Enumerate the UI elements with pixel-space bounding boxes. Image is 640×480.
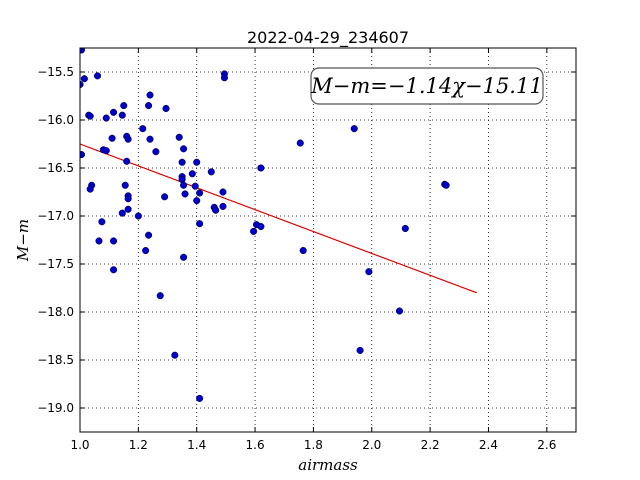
data-point — [196, 220, 204, 228]
plot-frame — [79, 47, 577, 433]
data-point — [139, 125, 147, 133]
data-point — [102, 114, 110, 122]
data-point — [145, 102, 153, 110]
x-tick-label: 2.0 — [362, 438, 381, 452]
data-point — [146, 135, 154, 143]
data-point — [181, 190, 189, 198]
data-point — [220, 74, 228, 82]
data-point — [86, 185, 94, 193]
x-tick-label: 2.4 — [479, 438, 498, 452]
data-point — [86, 112, 94, 120]
data-point — [146, 91, 154, 99]
data-point — [80, 75, 88, 83]
data-point — [80, 151, 86, 159]
x-tick-label: 1.2 — [129, 438, 148, 452]
data-point — [102, 147, 110, 155]
x-tick-label: 2.6 — [537, 438, 556, 452]
annotation-text: M−m=−1.14χ−15.11 — [310, 74, 542, 98]
data-point — [142, 247, 150, 255]
data-point — [124, 135, 132, 143]
data-point — [120, 102, 128, 110]
data-point — [207, 168, 215, 176]
data-point — [118, 111, 126, 119]
fit-annotation: M−m=−1.14χ−15.11 — [310, 67, 544, 105]
y-tick-label: −16.5 — [37, 161, 74, 175]
x-tick-label: 1.0 — [70, 438, 89, 452]
data-point — [121, 181, 129, 189]
data-point — [188, 170, 196, 178]
data-point — [219, 188, 227, 196]
data-point — [110, 108, 118, 116]
y-axis-label: M−m — [14, 219, 32, 262]
fit-line-group — [80, 143, 478, 294]
data-point — [80, 48, 86, 54]
data-point — [365, 268, 373, 276]
data-point — [108, 134, 116, 142]
y-tick-label: −17.0 — [37, 209, 74, 223]
data-point — [110, 266, 118, 274]
data-point — [191, 182, 199, 190]
x-tick-label: 1.6 — [246, 438, 265, 452]
data-point — [395, 307, 404, 315]
data-point — [219, 202, 227, 210]
data-point — [250, 227, 258, 235]
data-point — [257, 223, 265, 231]
data-points — [80, 48, 450, 402]
data-point — [212, 206, 220, 214]
data-point — [350, 125, 358, 133]
chart-title: 2022-04-29_234607 — [247, 28, 409, 48]
annotation-box — [310, 67, 544, 105]
data-point — [123, 157, 131, 165]
data-point — [180, 181, 188, 189]
data-point — [80, 80, 84, 89]
x-tick-label: 1.8 — [304, 438, 323, 452]
y-tick-label: −18.0 — [37, 305, 74, 319]
data-point — [442, 181, 450, 189]
data-point — [152, 148, 160, 156]
data-point — [134, 212, 142, 220]
y-tick-label: −19.0 — [37, 401, 74, 415]
data-point — [401, 224, 409, 233]
data-point — [180, 253, 188, 261]
data-point — [145, 231, 153, 239]
data-point — [110, 237, 118, 245]
data-point — [257, 164, 265, 172]
data-point — [299, 247, 307, 255]
data-point — [196, 394, 204, 402]
data-point — [124, 205, 132, 213]
tick-labels: 1.0 1.2 1.4 1.6 1.8 2.0 2.2 2.4 2.6 −15.5 −16.0 −16… — [37, 65, 556, 452]
data-point — [118, 209, 126, 217]
data-point — [95, 237, 103, 245]
plot-area — [80, 48, 576, 432]
data-point — [296, 139, 304, 147]
x-tick-label: 2.2 — [421, 438, 440, 452]
data-point — [98, 218, 106, 226]
data-point — [175, 133, 183, 141]
fit-line — [80, 143, 478, 294]
data-point — [178, 158, 186, 166]
data-point — [196, 189, 204, 197]
data-point — [156, 292, 164, 300]
plot-content — [80, 48, 478, 402]
data-point — [124, 195, 132, 203]
data-point — [180, 145, 188, 153]
y-tick-label: −15.5 — [37, 65, 74, 79]
data-point — [178, 175, 186, 184]
y-tick-label: −16.0 — [37, 113, 74, 127]
data-point — [161, 193, 169, 201]
data-point — [93, 72, 102, 80]
y-tick-label: −17.5 — [37, 257, 74, 271]
y-tick-label: −18.5 — [37, 353, 74, 367]
x-axis-label: airmass — [298, 456, 358, 474]
data-point — [171, 351, 179, 359]
data-point — [193, 158, 201, 166]
data-point — [356, 346, 364, 354]
x-tick-label: 1.4 — [187, 438, 206, 452]
data-point — [193, 197, 201, 205]
data-point — [162, 104, 170, 113]
